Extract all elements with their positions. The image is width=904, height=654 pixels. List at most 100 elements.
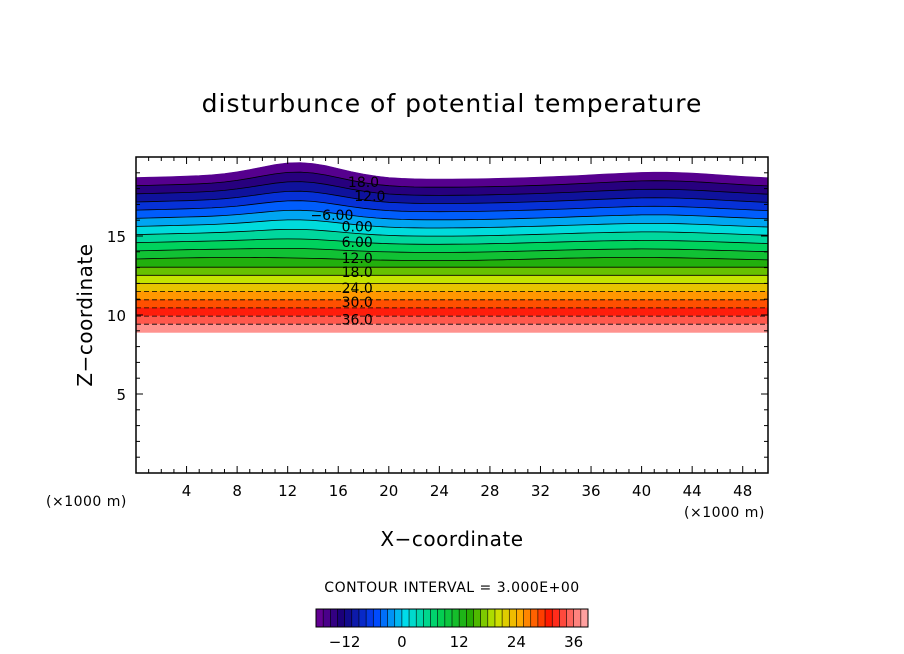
contour-lines [136,171,768,325]
colorbar-cell [330,609,338,627]
contour-line [136,209,768,221]
contour-label: 12.0 [354,189,385,205]
colorbar-cell [487,609,496,627]
contour-label: 30.0 [342,295,373,311]
colorbar-cell [444,609,453,627]
contour-interval-label: CONTOUR INTERVAL = 3.000E+00 [324,580,579,596]
x-tick-label: 4 [182,482,192,500]
colorbar-cell [566,609,575,627]
contour-band [136,307,768,317]
x-tick-label: 8 [232,482,242,500]
contour-label: 24.0 [342,281,373,297]
contour-line [136,171,768,188]
contour-line [136,238,768,245]
colorbar-tick-label: 0 [397,633,407,651]
x-tick-label: 44 [683,482,702,500]
colorbar-cell [380,609,388,627]
x-tick-label: 40 [632,482,651,500]
colorbar-cell [509,609,517,627]
contour-band [136,266,768,276]
colorbar-tick-label: 24 [507,633,526,651]
colorbar-cell [416,609,424,627]
colorbar-cell [523,609,532,627]
contour-band [136,315,768,325]
colorbar-cell [323,609,331,627]
colorbar-cell [358,609,367,627]
contour-band [136,283,768,292]
colorbar-cell [573,609,582,627]
axis-ticks [136,157,768,473]
y-tick-label: 10 [107,307,126,325]
x-tick-label: 48 [733,482,752,500]
x-tick-label: 32 [531,482,550,500]
contour-label: 0.00 [342,219,373,235]
colorbar-cell [366,609,374,627]
colorbar-cell [537,609,546,627]
colorbar-cell [580,609,589,627]
colorbar-cell [494,609,503,627]
colorbar-cell [502,609,510,627]
colorbar-cell [373,609,381,627]
colorbar-cell [530,609,539,627]
y-axis-title: Z−coordinate [73,243,97,386]
contour-band [136,299,768,309]
colorbar-tick-label: −12 [329,633,361,651]
contour-line [136,190,768,204]
colorbar-cell [316,609,324,627]
colorbar-cell [437,609,446,627]
y-tick-label: 15 [107,228,126,246]
x-unit-right: (×1000 m) [684,505,765,521]
colorbar-cell [351,609,360,627]
colorbar-cell [401,609,410,627]
x-tick-label: 20 [379,482,398,500]
colorbar-cell [409,609,417,627]
colorbar-cell [466,609,474,627]
contour-label: −6.00 [310,208,353,224]
contour-line [136,229,768,237]
x-axis-title: X−coordinate [380,527,523,551]
contour-label: 6.00 [342,235,373,251]
colorbar-cell [552,609,560,627]
contour-label: 36.0 [342,312,373,328]
contour-line [136,181,768,196]
colorbar [315,608,589,628]
contour-line [136,219,768,229]
x-tick-label: 16 [329,482,348,500]
colorbar-cell [473,609,482,627]
colorbar-cell [394,609,403,627]
contour-band [136,323,768,333]
contour-label: 18.0 [342,265,373,281]
colorbar-cell [344,609,353,627]
contour-band [136,291,768,301]
contour-line [136,257,768,261]
colorbar-cell [423,609,431,627]
x-unit-left: (×1000 m) [46,494,127,510]
y-tick-labels: 5 10 15 [107,228,126,404]
contour-label: 12.0 [342,251,373,267]
colorbar-cell [459,609,467,627]
contour-band [136,275,768,284]
x-tick-labels: 4 8 12 16 20 24 28 32 36 40 44 48 [182,482,752,500]
colorbar-tick-label: 36 [564,633,583,651]
colorbar-cell [452,609,460,627]
colorbar-tick-label: 12 [450,633,469,651]
y-tick-label: 5 [116,386,126,404]
x-tick-label: 24 [430,482,449,500]
chart-title: disturbunce of potential temperature [202,89,703,118]
colorbar-cell [480,609,489,627]
colorbar-tick-labels: −12 0 12 24 36 [329,633,583,651]
colorbar-cell [559,609,567,627]
x-tick-label: 28 [480,482,499,500]
x-tick-label: 12 [278,482,297,500]
contour-labels: 18.012.0−6.000.006.0012.018.024.030.036.… [310,175,385,328]
colorbar-cell [430,609,439,627]
contour-label: 18.0 [348,175,379,191]
colorbar-cell [545,609,553,627]
x-tick-label: 36 [581,482,600,500]
colorbar-cell [516,609,524,627]
contour-line [136,248,768,253]
colorbar-cell [387,609,396,627]
contour-line [136,200,768,213]
colorbar-cell [337,609,346,627]
